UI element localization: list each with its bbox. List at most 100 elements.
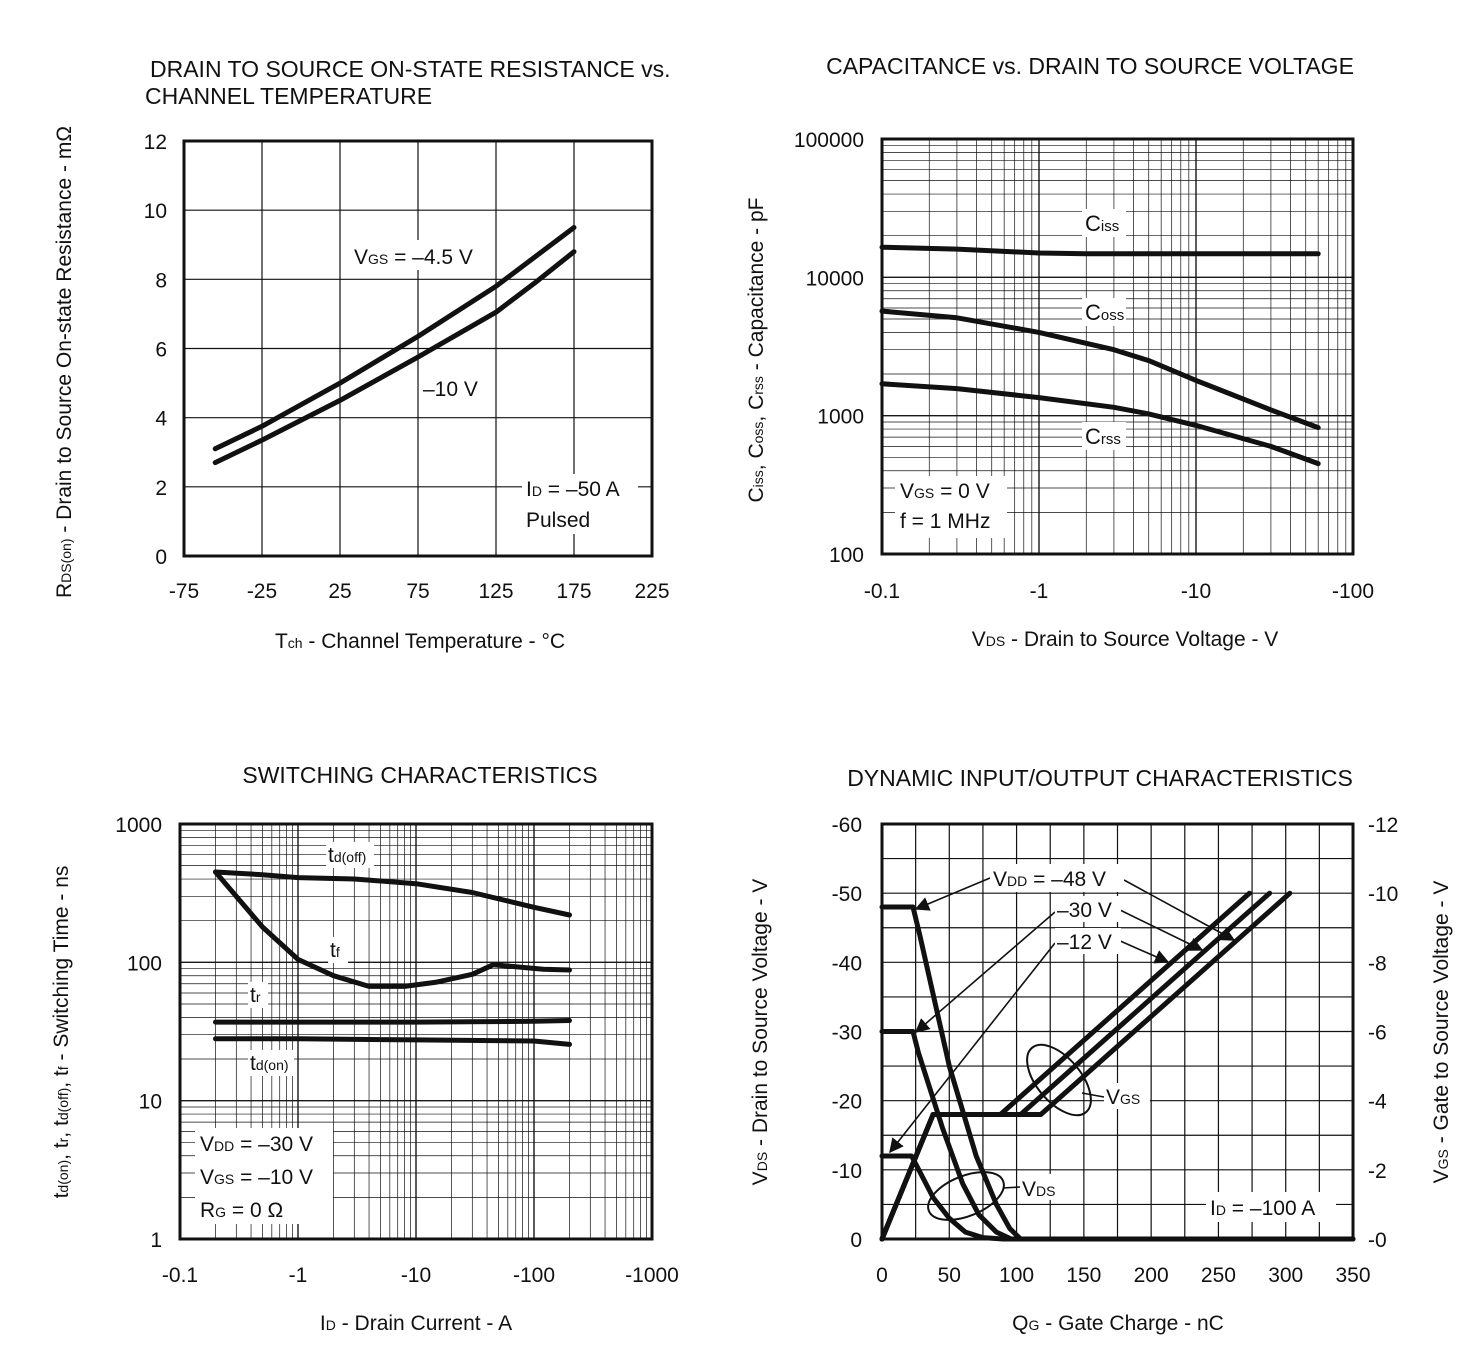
leader-arrow [914, 911, 1056, 1033]
series-line-coss [879, 308, 1321, 431]
vdd-12-label: –12 V [1057, 931, 1112, 954]
sw-y-tick-label: 100 [127, 952, 162, 975]
series-line-td-on [213, 1036, 572, 1047]
label-background [1206, 1192, 1336, 1222]
sw-y-axis-label: td(on), tr, td(off), tf - Switching Time… [50, 866, 73, 1199]
label-background [1082, 422, 1126, 450]
cap-plot-frame [880, 137, 1355, 556]
cap-x-tick-label: -10 [1181, 580, 1211, 603]
sw-x-tick-label: -1 [289, 1264, 308, 1287]
dyn-x-tick-label: 0 [876, 1264, 888, 1287]
crss-label: Crss [1085, 424, 1121, 449]
series-line-vds-vdd-48-v [879, 904, 1356, 1242]
dyn-y-right-tick-label: -8 [1368, 952, 1387, 975]
rds-y-tick-label: 6 [155, 339, 167, 362]
id-100-label: ID = –100 A [1210, 1197, 1315, 1220]
dyn-y-tick-label: -50 [832, 883, 862, 906]
series-line-tf [213, 869, 572, 989]
sw-plot-frame [178, 822, 654, 1241]
series-line-crss [879, 381, 1321, 467]
cap-y-axis-label: Ciss, Coss, Crss - Capacitance - pF [745, 197, 768, 502]
vgs-condition-label: VGS = –10 V [200, 1166, 313, 1189]
vgs-10-label: –10 V [423, 378, 478, 401]
dyn-y-tick-label: -60 [832, 814, 862, 837]
label-background [1104, 1083, 1150, 1109]
sw-y-tick-label: 10 [139, 1091, 162, 1114]
dyn-y-right-tick-label: -4 [1368, 1091, 1387, 1114]
rds-x-tick-label: 125 [478, 580, 513, 603]
series-line-ciss [879, 244, 1321, 257]
rds-x-tick-label: 25 [328, 580, 351, 603]
label-background [328, 937, 348, 963]
series-line-10-v [212, 249, 577, 466]
sw-chart-title: SWITCHING CHARACTERISTICS [242, 762, 597, 788]
leader-arrow [914, 877, 991, 911]
label-background [248, 1050, 294, 1076]
cap-x-tick-label: -0.1 [864, 580, 900, 603]
dyn-y-right-axis-label: VGS - Gate to Source Voltage - V [1430, 881, 1453, 1184]
label-background [420, 373, 490, 401]
rg-condition-label: RG = 0 Ω [200, 1199, 283, 1222]
label-background [195, 1128, 333, 1224]
series-line-vgs-vdd-48-v [879, 890, 1293, 1242]
cap-y-tick-label: 100000 [794, 129, 864, 152]
dyn-y-right-tick-label: -12 [1368, 814, 1398, 837]
dyn-y-right-tick-label: -6 [1368, 1022, 1387, 1045]
label-background [1082, 298, 1126, 326]
label-background [1082, 209, 1126, 237]
rds-chart-title-line-1: DRAIN TO SOURCE ON-STATE RESISTANCE vs. [150, 56, 671, 82]
dyn-y-tick-label: -10 [832, 1160, 862, 1183]
cap-chart-title: CAPACITANCE vs. DRAIN TO SOURCE VOLTAGE [826, 53, 1354, 79]
dyn-y-tick-label: -20 [832, 1091, 862, 1114]
pulsed-label: Pulsed [526, 509, 590, 532]
ciss-label: Ciss [1085, 211, 1119, 236]
vgs-group-ellipse [1026, 1043, 1092, 1117]
vdd-condition-label: VDD = –30 V [200, 1133, 313, 1156]
rds-y-axis-label: RDS(on) - Drain to Source On-state Resis… [53, 126, 76, 598]
tf-label: tf [330, 939, 340, 962]
leader-arrow [1119, 909, 1204, 951]
cap-x-tick-label: -1 [1030, 580, 1049, 603]
leader-arrow [1117, 939, 1170, 964]
dyn-x-tick-label: 250 [1201, 1264, 1236, 1287]
label-background [326, 842, 374, 868]
vdd-48-label: VDD = –48 V [993, 868, 1106, 891]
vdd-30-label: –30 V [1057, 899, 1112, 922]
tr-label: tr [250, 984, 261, 1007]
rds-x-tick-label: -75 [169, 580, 199, 603]
rds-y-tick-label: 10 [144, 200, 167, 223]
label-background [1055, 928, 1121, 954]
vds-group-leader [1002, 1186, 1021, 1189]
series-line-tr [213, 1018, 572, 1025]
sw-x-axis-label: ID - Drain Current - A [320, 1312, 512, 1335]
cap-y-tick-label: 1000 [817, 406, 864, 429]
rds-x-axis-label: Tch - Channel Temperature - °C [275, 630, 565, 653]
rds-x-tick-label: 175 [556, 580, 591, 603]
id-condition-label: ID = –50 A [526, 478, 620, 501]
series-line-vgs-4-5-v [212, 225, 577, 452]
dyn-y-tick-label: 0 [850, 1229, 862, 1252]
rds-y-tick-label: 4 [155, 408, 167, 431]
rds-y-tick-label: 8 [155, 269, 167, 292]
cap-x-axis-label: VDS - Drain to Source Voltage - V [972, 628, 1279, 651]
sw-x-tick-label: -100 [513, 1264, 555, 1287]
dyn-x-tick-label: 350 [1335, 1264, 1370, 1287]
label-background [248, 982, 268, 1008]
dyn-chart-title: DYNAMIC INPUT/OUTPUT CHARACTERISTICS [847, 765, 1353, 791]
dyn-y-right-tick-label: -10 [1368, 883, 1398, 906]
vds-group-ellipse [927, 1171, 1005, 1221]
vgs-4p5-label: VGS = –4.5 V [354, 246, 473, 269]
series-line-td-off [213, 869, 572, 918]
dyn-y-tick-label: -40 [832, 952, 862, 975]
frequency-label: f = 1 MHz [900, 510, 990, 533]
dyn-x-tick-label: 150 [1066, 1264, 1101, 1287]
label-background [1020, 1174, 1064, 1200]
cap-y-tick-label: 100 [829, 544, 864, 567]
sw-x-tick-label: -10 [401, 1264, 431, 1287]
rds-y-tick-label: 2 [155, 477, 167, 500]
dyn-y-right-tick-label: -0 [1368, 1229, 1387, 1252]
dyn-x-tick-label: 100 [999, 1264, 1034, 1287]
dyn-y-right-tick-label: -2 [1368, 1160, 1387, 1183]
